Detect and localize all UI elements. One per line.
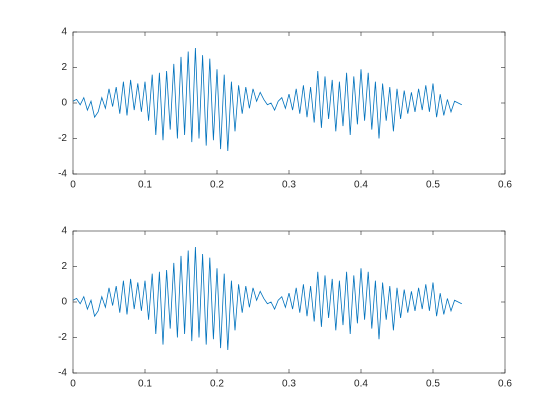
x-tick-label: 0.6 <box>498 180 512 191</box>
x-tick-label: 0.1 <box>138 180 152 191</box>
y-tick-label: -2 <box>58 133 67 144</box>
y-tick-label: -4 <box>58 169 67 180</box>
axes-background <box>73 231 505 373</box>
x-tick-label: 0.5 <box>426 379 440 390</box>
x-tick-label: 0.3 <box>282 379 296 390</box>
y-tick-label: -4 <box>58 368 67 379</box>
y-tick-label: 0 <box>61 98 67 109</box>
y-tick-label: 4 <box>61 226 67 237</box>
y-tick-label: -2 <box>58 332 67 343</box>
signal-line <box>72 47 462 151</box>
y-tick-label: 4 <box>61 27 67 38</box>
axes-background <box>73 32 505 174</box>
y-tick-label: 0 <box>61 297 67 308</box>
x-tick-label: 0.1 <box>138 379 152 390</box>
x-tick-label: 0.5 <box>426 180 440 191</box>
signal-line <box>72 246 462 350</box>
x-tick-label: 0.2 <box>210 180 224 191</box>
x-tick-label: 0.6 <box>498 379 512 390</box>
x-tick-label: 0.4 <box>354 180 368 191</box>
y-tick-label: 2 <box>61 62 67 73</box>
x-tick-label: 0 <box>70 180 76 191</box>
x-tick-label: 0 <box>70 379 76 390</box>
x-tick-label: 0.4 <box>354 379 368 390</box>
y-tick-label: 2 <box>61 261 67 272</box>
x-tick-label: 0.2 <box>210 379 224 390</box>
x-tick-label: 0.3 <box>282 180 296 191</box>
